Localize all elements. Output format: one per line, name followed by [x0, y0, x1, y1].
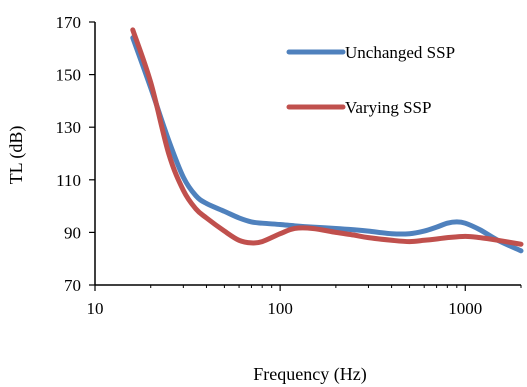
legend: Unchanged SSP Varying SSP — [286, 43, 455, 117]
series-line-varying-ssp — [130, 27, 524, 247]
x-tick-label: 100 — [267, 299, 293, 318]
y-tick-label: 70 — [64, 276, 81, 295]
x-tick-label: 1000 — [448, 299, 482, 318]
legend-label-unchanged-ssp: Unchanged SSP — [345, 43, 455, 62]
plot-area: 10 100 1000 70 90 110 130 150 170 — [56, 13, 524, 318]
series-group — [130, 27, 524, 254]
y-ticks: 70 90 110 130 150 170 — [56, 13, 95, 295]
series-line-unchanged-ssp — [130, 35, 524, 254]
y-tick-label: 130 — [56, 118, 82, 137]
y-tick-label: 110 — [56, 171, 81, 190]
x-ticks: 10 100 1000 — [87, 285, 522, 318]
y-tick-label: 170 — [56, 13, 82, 32]
y-axis-label: TL (dB) — [6, 126, 27, 185]
x-axis-label: Frequency (Hz) — [253, 364, 366, 385]
y-tick-label: 90 — [64, 223, 81, 242]
y-tick-label: 150 — [56, 66, 82, 85]
x-tick-label: 10 — [87, 299, 104, 318]
legend-label-varying-ssp: Varying SSP — [345, 98, 431, 117]
